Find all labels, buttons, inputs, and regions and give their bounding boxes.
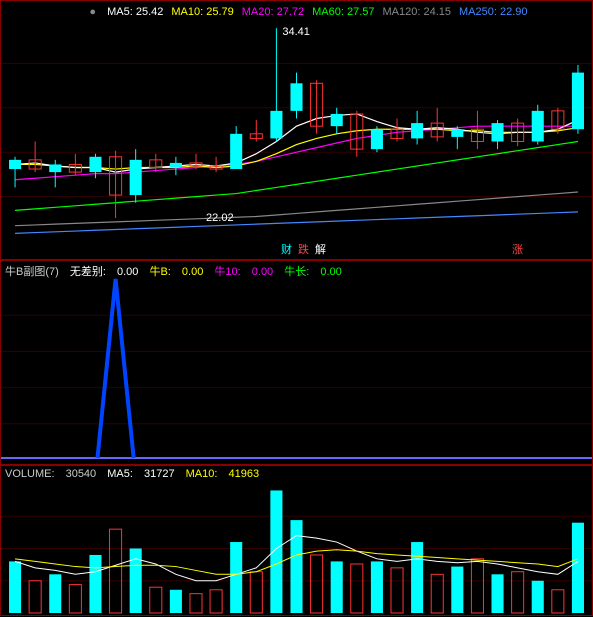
footer-label: 解 (315, 244, 326, 256)
volume-label: 30540 (66, 468, 97, 480)
indicator-label: 牛B副图(7) (5, 266, 59, 278)
ma-label: MA10: 25.79 (171, 6, 233, 18)
indicator-label: 0.00 (252, 266, 273, 278)
volume-label: 31727 (144, 468, 175, 480)
indicator-label: 0.00 (117, 266, 138, 278)
indicator-svg (1, 261, 592, 464)
footer-label: 涨 (512, 244, 523, 256)
ma-label: MA250: 22.90 (459, 6, 528, 18)
volume-label: MA5: (107, 468, 133, 480)
candlestick-svg (1, 1, 592, 259)
indicator-label: 牛B: (149, 266, 170, 278)
candle-header: 铬科精技(日线) ● MA5: 25.42 MA10: 25.79 MA20: 27… (5, 3, 588, 17)
ma-label: MA20: 27.72 (242, 6, 304, 18)
indicator-label: 无差别: (70, 266, 106, 278)
ma-label: MA60: 27.57 (312, 6, 374, 18)
footer-label: 财 (281, 244, 292, 256)
indicator-label: 牛长: (284, 266, 309, 278)
indicator-header: 牛B副图(7) 无差别: 0.00 牛B: 0.00 牛10: 0.00 牛长:… (5, 263, 588, 277)
indicator-label: 牛10: (214, 266, 240, 278)
ma-label: MA120: 24.15 (383, 6, 452, 18)
high-price-label: 34.41 (282, 26, 310, 38)
volume-panel[interactable]: VOLUME: 30540 MA5: 31727 MA10: 41963 (0, 465, 593, 616)
indicator-label: 0.00 (320, 266, 341, 278)
indicator-panel[interactable]: 牛B副图(7) 无差别: 0.00 牛B: 0.00 牛10: 0.00 牛长:… (0, 260, 593, 465)
indicator-label: 0.00 (182, 266, 203, 278)
candlestick-chart-panel[interactable]: 铬科精技(日线) ● MA5: 25.42 MA10: 25.79 MA20: 27… (0, 0, 593, 260)
candle-footer-labels: 财跌解 涨 (281, 241, 529, 257)
volume-label: 41963 (229, 468, 260, 480)
volume-label: MA10: (186, 468, 218, 480)
footer-label: 跌 (298, 244, 309, 256)
volume-label: VOLUME: (5, 468, 55, 480)
volume-svg (1, 466, 592, 615)
volume-header: VOLUME: 30540 MA5: 31727 MA10: 41963 (5, 468, 588, 482)
ma-label: MA5: 25.42 (107, 6, 163, 18)
chart-title: 铬科精技(日线) (5, 6, 78, 18)
low-price-label: 22.02 (206, 212, 234, 224)
separator: ● (89, 6, 96, 18)
